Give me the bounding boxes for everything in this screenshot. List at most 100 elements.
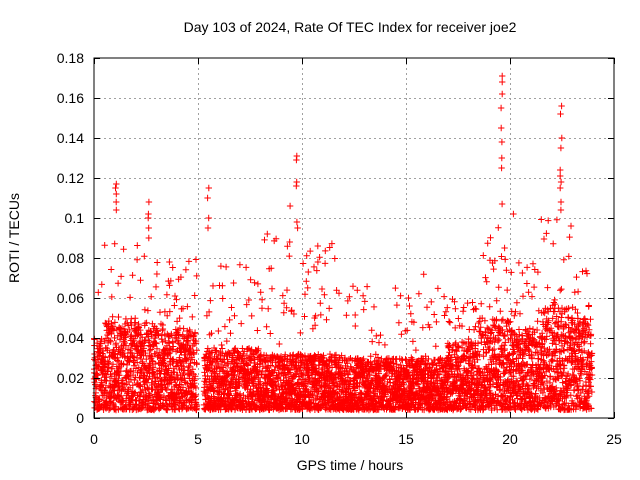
data-point bbox=[186, 328, 194, 335]
data-point bbox=[169, 356, 176, 364]
data-point bbox=[166, 282, 173, 289]
data-point bbox=[137, 326, 144, 334]
data-point bbox=[158, 336, 165, 343]
data-point bbox=[220, 382, 227, 389]
data-point bbox=[102, 354, 109, 361]
data-point bbox=[166, 308, 173, 315]
data-point bbox=[132, 315, 139, 322]
data-point bbox=[161, 352, 168, 360]
data-point bbox=[192, 396, 199, 403]
data-point bbox=[191, 292, 198, 299]
data-point bbox=[156, 395, 163, 402]
data-point bbox=[137, 331, 145, 338]
data-point bbox=[159, 338, 166, 346]
data-point bbox=[150, 364, 157, 371]
data-point bbox=[126, 326, 133, 334]
data-point bbox=[134, 242, 141, 249]
data-point bbox=[189, 313, 196, 321]
data-point bbox=[109, 313, 116, 320]
data-point bbox=[144, 307, 152, 314]
data-point bbox=[209, 282, 217, 290]
data-point bbox=[154, 328, 161, 335]
data-point bbox=[176, 314, 183, 322]
data-point bbox=[171, 292, 179, 300]
data-point bbox=[103, 374, 110, 381]
data-point bbox=[185, 364, 192, 371]
data-point bbox=[192, 337, 200, 345]
data-point bbox=[136, 374, 144, 382]
data-point bbox=[114, 357, 121, 364]
data-point bbox=[191, 329, 199, 336]
data-point bbox=[152, 339, 159, 346]
data-point bbox=[219, 282, 226, 289]
data-point bbox=[202, 351, 210, 358]
data-point bbox=[201, 355, 209, 362]
data-point bbox=[116, 372, 123, 379]
data-point bbox=[92, 357, 99, 364]
data-point bbox=[171, 302, 178, 309]
data-point bbox=[153, 327, 160, 334]
data-point bbox=[168, 379, 175, 386]
data-point bbox=[108, 293, 115, 301]
data-point bbox=[169, 264, 176, 271]
data-point bbox=[218, 341, 225, 349]
data-point bbox=[112, 375, 119, 383]
data-point bbox=[120, 360, 127, 368]
data-point bbox=[205, 365, 212, 373]
data-point bbox=[139, 348, 146, 355]
data-point bbox=[114, 280, 122, 287]
data-point bbox=[193, 359, 200, 367]
data-point bbox=[208, 372, 215, 380]
data-point bbox=[163, 386, 170, 394]
data-point bbox=[151, 360, 159, 368]
data-point bbox=[95, 363, 102, 370]
data-point bbox=[153, 270, 161, 278]
data-point bbox=[111, 240, 118, 247]
data-point bbox=[145, 396, 152, 403]
data-point bbox=[192, 373, 199, 380]
data-point bbox=[154, 259, 161, 266]
data-point bbox=[149, 386, 156, 393]
gridlines bbox=[94, 58, 614, 418]
data-point bbox=[177, 273, 185, 281]
data-point bbox=[152, 283, 160, 291]
data-point bbox=[205, 308, 213, 316]
data-point bbox=[193, 272, 200, 280]
data-point bbox=[215, 387, 222, 395]
data-point bbox=[187, 348, 194, 356]
data-point bbox=[217, 262, 225, 270]
data-point bbox=[209, 358, 216, 365]
data-point bbox=[144, 384, 151, 391]
data-point bbox=[111, 334, 118, 342]
data-point bbox=[184, 367, 191, 374]
data-point bbox=[146, 353, 154, 361]
data-point bbox=[184, 355, 191, 362]
data-point bbox=[101, 361, 109, 368]
data-point bbox=[152, 374, 159, 382]
data-point bbox=[146, 339, 153, 346]
data-point bbox=[190, 383, 197, 391]
data-point bbox=[137, 383, 144, 390]
data-point bbox=[153, 345, 161, 352]
data-point bbox=[184, 303, 191, 310]
data-point bbox=[173, 296, 180, 303]
data-point bbox=[186, 372, 193, 379]
data-point bbox=[110, 390, 117, 398]
chart-title: Day 103 of 2024, Rate Of TEC Index for r… bbox=[184, 19, 517, 35]
data-point bbox=[126, 294, 134, 301]
data-point bbox=[162, 385, 169, 392]
data-point bbox=[221, 359, 228, 366]
data-point bbox=[108, 365, 115, 372]
data-point bbox=[179, 384, 187, 391]
data-point bbox=[183, 356, 190, 363]
data-point bbox=[138, 404, 145, 412]
data-point bbox=[213, 355, 220, 362]
data-point bbox=[123, 405, 130, 413]
data-point bbox=[169, 356, 177, 363]
data-point bbox=[145, 376, 152, 383]
data-point bbox=[109, 361, 117, 368]
data-point bbox=[134, 359, 141, 366]
data-point bbox=[182, 266, 190, 273]
data-point bbox=[133, 256, 141, 263]
data-point bbox=[154, 374, 161, 381]
